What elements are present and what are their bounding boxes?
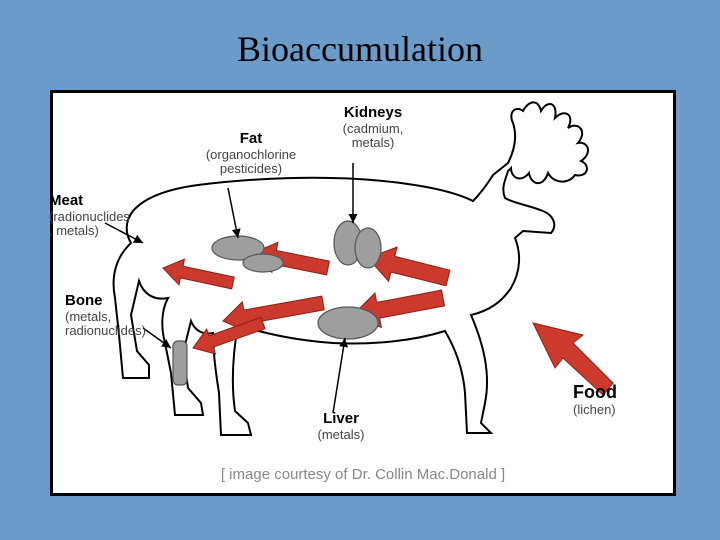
label-meat-title: Meat: [49, 193, 149, 210]
label-fat-title: Fat: [181, 131, 321, 148]
label-bone-title: Bone: [65, 293, 175, 310]
p-fat: [228, 188, 238, 238]
label-fat: Fat (organochlorinepesticides): [181, 131, 321, 176]
fat-organ-2: [243, 254, 283, 272]
label-bone-detail: (metals,radionuclides): [65, 310, 175, 339]
label-bone: Bone (metals,radionuclides): [65, 293, 175, 338]
p-liver: [333, 338, 345, 413]
bone-organ: [173, 341, 187, 385]
image-credit: [ image courtesy of Dr. Collin Mac.Donal…: [53, 466, 673, 483]
label-food-title: Food: [573, 383, 673, 403]
label-kidneys-detail: (cadmium,metals): [313, 122, 433, 151]
slide: Bioaccumulation Meat (radionuclides, met…: [0, 0, 720, 540]
label-food-detail: (lichen): [573, 403, 673, 417]
label-kidneys-title: Kidneys: [313, 105, 433, 122]
label-fat-detail: (organochlorinepesticides): [181, 148, 321, 177]
figure-frame: Meat (radionuclides, metals) Fat (organo…: [50, 90, 676, 496]
page-title: Bioaccumulation: [0, 0, 720, 70]
kidney-organ-2: [355, 228, 381, 268]
label-food: Food (lichen): [573, 383, 673, 417]
label-meat: Meat (radionuclides, metals): [49, 193, 149, 238]
label-liver-title: Liver: [291, 411, 391, 428]
label-kidneys: Kidneys (cadmium,metals): [313, 105, 433, 150]
label-liver: Liver (metals): [291, 411, 391, 442]
arrow-f: [163, 259, 234, 289]
label-liver-detail: (metals): [291, 428, 391, 442]
liver-organ: [318, 307, 378, 339]
label-meat-detail: (radionuclides, metals): [49, 210, 149, 239]
